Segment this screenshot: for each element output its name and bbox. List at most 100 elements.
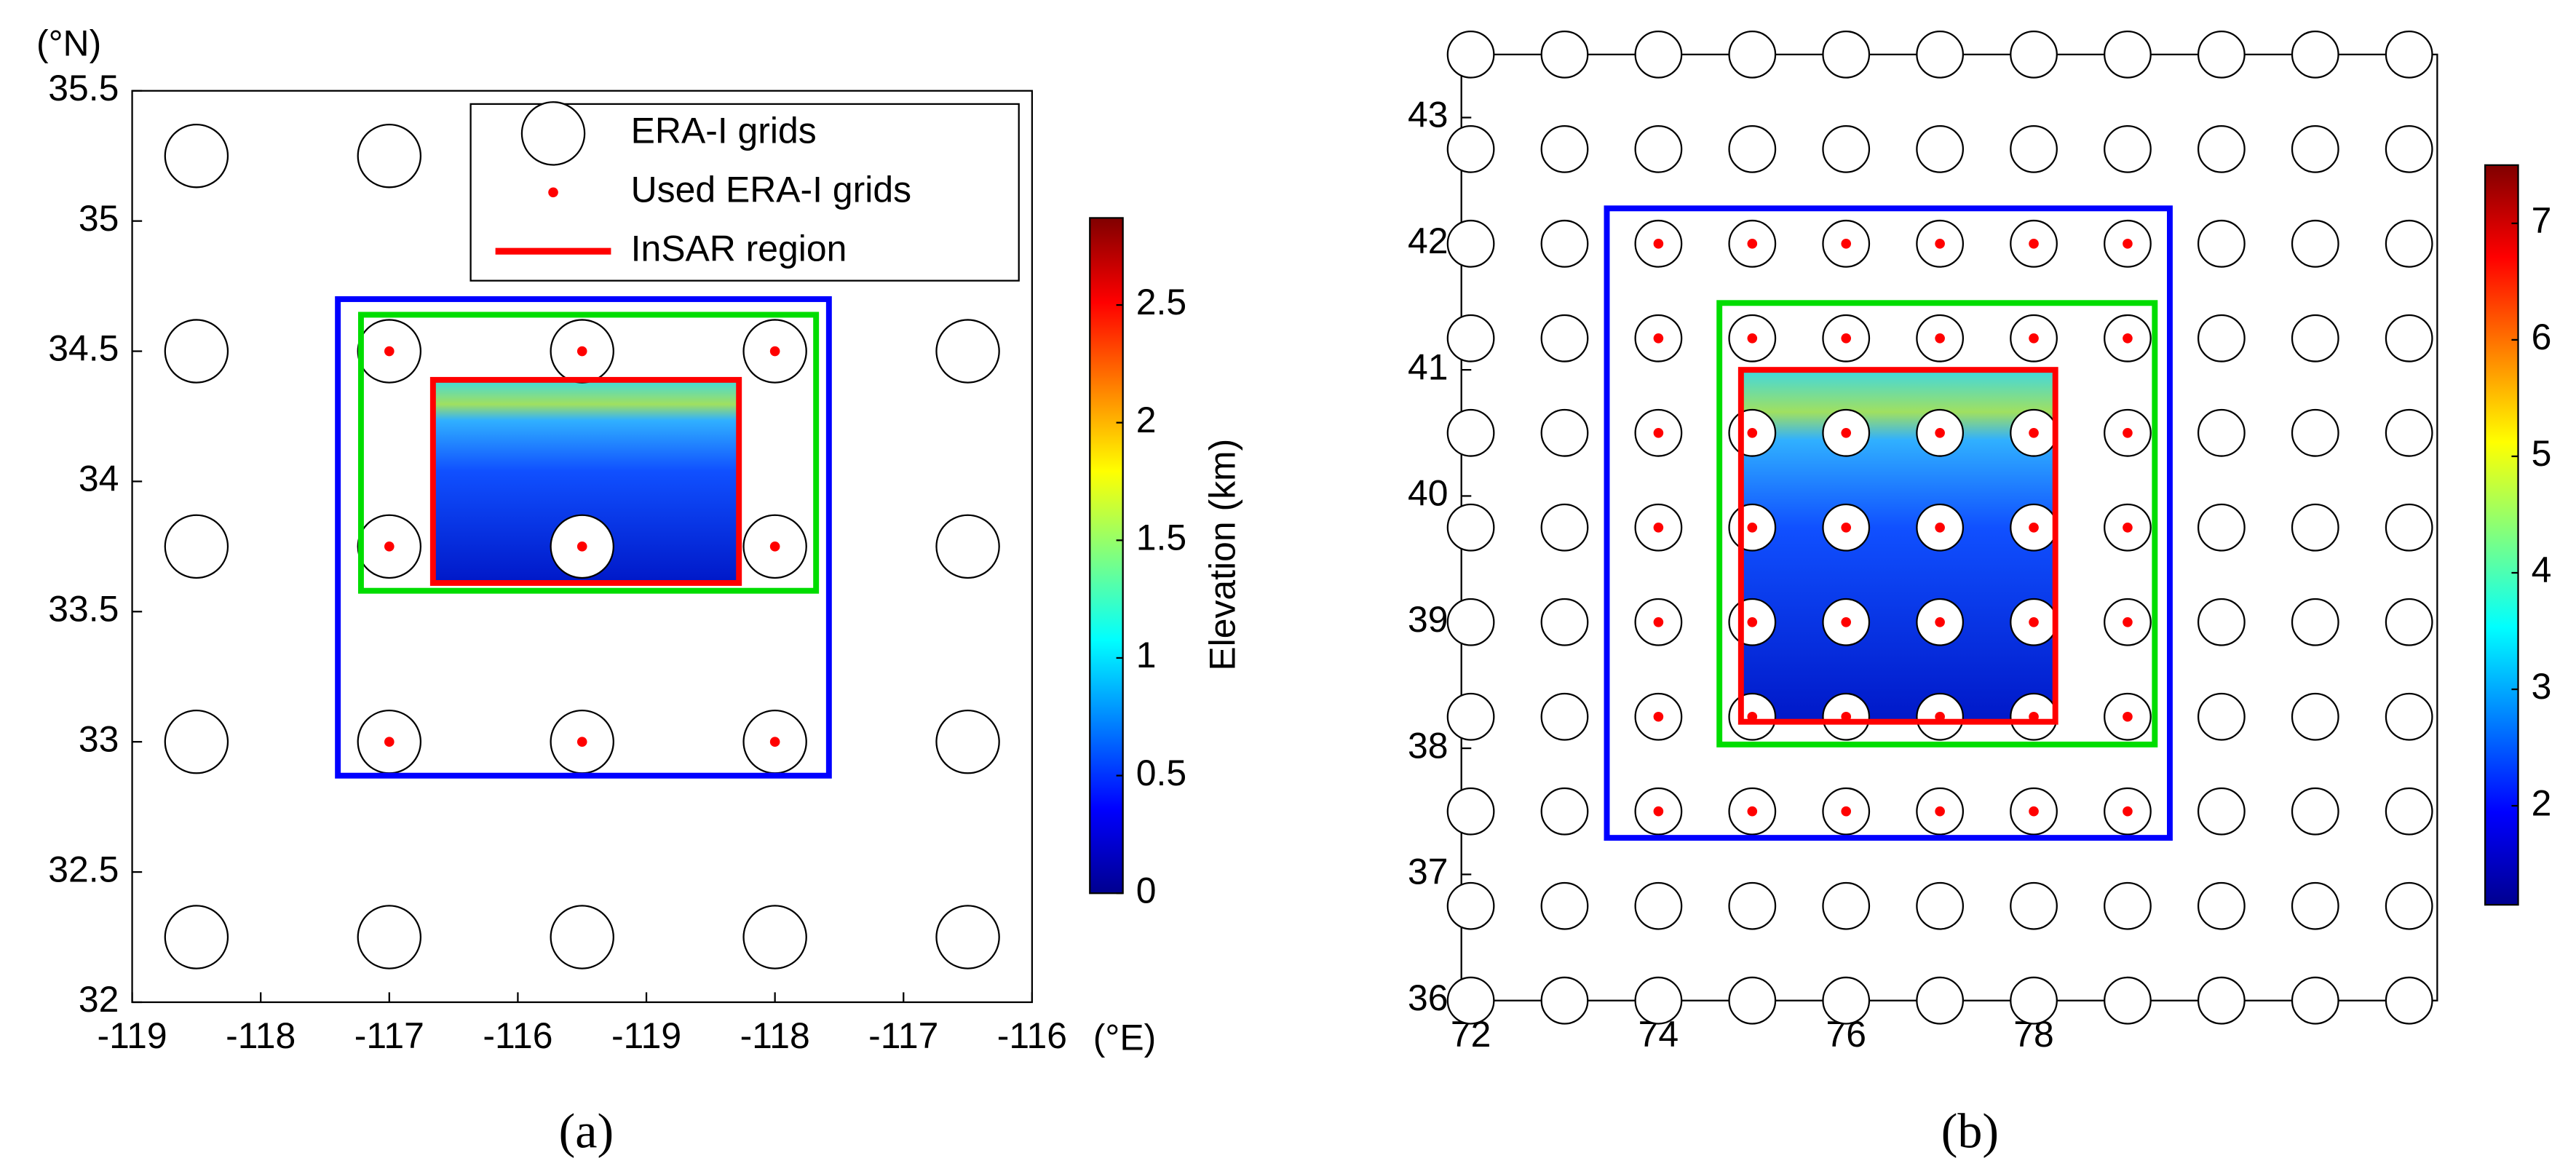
era-grid	[1728, 124, 1777, 173]
era-grid	[2385, 124, 2433, 173]
era-grid	[2385, 692, 2433, 741]
used-grid	[1935, 806, 1945, 817]
legend-symbol	[520, 101, 586, 166]
era-grid	[2291, 787, 2339, 836]
y-tick-label: 40	[1408, 473, 1448, 514]
used-grid	[1747, 616, 1758, 627]
legend-label: ERA-I grids	[631, 111, 817, 151]
used-grid	[2123, 427, 2133, 438]
era-grid	[1446, 314, 1495, 362]
y-tick-label: 39	[1408, 599, 1448, 640]
used-grid	[1653, 522, 1664, 533]
era-grid	[2197, 30, 2246, 79]
era-grid	[1540, 408, 1589, 457]
y-tick-label: 37	[1408, 852, 1448, 892]
era-grid	[164, 514, 229, 579]
used-grid	[576, 346, 587, 357]
used-grid	[1935, 616, 1945, 627]
used-grid	[1747, 333, 1758, 344]
era-grid	[1540, 881, 1589, 930]
era-grid	[2197, 314, 2246, 362]
dem-image	[1740, 370, 2056, 722]
x-tick-label: -116	[997, 1015, 1067, 1056]
used-grid	[2123, 522, 2133, 533]
era-grid	[2385, 976, 2433, 1025]
region	[1604, 205, 2173, 841]
era-grid	[2385, 219, 2433, 268]
era-grid	[2385, 30, 2433, 79]
used-grid	[2029, 333, 2039, 344]
era-grid	[164, 123, 229, 189]
era-grid	[1540, 598, 1589, 646]
legend-label: Used ERA-I grids	[631, 169, 911, 210]
era-grid	[2104, 976, 2152, 1025]
era-grid	[1446, 976, 1495, 1025]
legend-label: InSAR region	[631, 228, 847, 269]
used-grid	[2123, 806, 2133, 817]
era-grid	[2197, 503, 2246, 552]
era-grid	[2291, 881, 2339, 930]
era-grid	[1446, 408, 1495, 457]
colorbar-tick-label: 0	[1136, 870, 1157, 911]
era-grid	[2197, 219, 2246, 268]
x-tick-label: -117	[354, 1015, 424, 1056]
era-grid	[1634, 124, 1683, 173]
era-grid	[2291, 219, 2339, 268]
era-grid	[1446, 219, 1495, 268]
used-grid	[1747, 711, 1758, 722]
era-grid	[2291, 124, 2339, 173]
era-grid	[2385, 314, 2433, 362]
era-grid	[2197, 692, 2246, 741]
used-grid	[1841, 522, 1852, 533]
used-grid	[2123, 333, 2133, 344]
used-grid	[769, 542, 780, 552]
era-grid	[164, 905, 229, 969]
colorbar-tick-label: 2	[2532, 782, 2552, 823]
used-grid	[1841, 711, 1852, 722]
used-grid	[1935, 239, 1945, 249]
y-tick-label: 33	[79, 718, 119, 759]
colorbar-tick-label: 2	[1136, 400, 1157, 440]
y-tick-label: 35.5	[48, 68, 119, 108]
used-grid	[1841, 239, 1852, 249]
y-tick-label: 43	[1408, 95, 1448, 135]
era-grid	[2197, 124, 2246, 173]
colorbar	[2484, 164, 2519, 906]
era-grid	[1540, 692, 1589, 741]
era-grid	[1446, 692, 1495, 741]
used-grid	[1653, 239, 1664, 249]
era-grid	[2291, 30, 2339, 79]
y-unit: (°N)	[36, 23, 101, 64]
used-grid	[1935, 711, 1945, 722]
used-grid	[1841, 427, 1852, 438]
colorbar-tick-label: 1.5	[1136, 517, 1186, 558]
legend-symbol	[548, 187, 558, 198]
era-grid	[2385, 787, 2433, 836]
used-grid	[2029, 711, 2039, 722]
colorbar-tick-label: 5	[2532, 433, 2552, 474]
colorbar	[1089, 217, 1124, 895]
era-grid	[1916, 881, 1965, 930]
used-grid	[384, 346, 395, 357]
region	[429, 376, 742, 586]
caption: (a)	[559, 1103, 614, 1158]
region	[335, 296, 832, 779]
used-grid	[769, 346, 780, 357]
era-grid	[2291, 976, 2339, 1025]
era-grid	[2197, 408, 2246, 457]
colorbar-tick-label: 6	[2532, 317, 2552, 357]
used-grid	[384, 737, 395, 747]
era-grid	[935, 905, 1000, 969]
era-grid	[2385, 408, 2433, 457]
x-tick-label: -117	[868, 1015, 938, 1056]
era-grid	[1634, 881, 1683, 930]
used-grid	[1935, 333, 1945, 344]
used-grid	[2029, 427, 2039, 438]
era-grid	[550, 905, 614, 969]
y-tick-label: 34	[79, 459, 119, 499]
used-grid	[2029, 522, 2039, 533]
x-tick-label: -116	[483, 1015, 552, 1056]
used-grid	[2123, 239, 2133, 249]
colorbar-tick-label: 4	[2532, 550, 2552, 590]
